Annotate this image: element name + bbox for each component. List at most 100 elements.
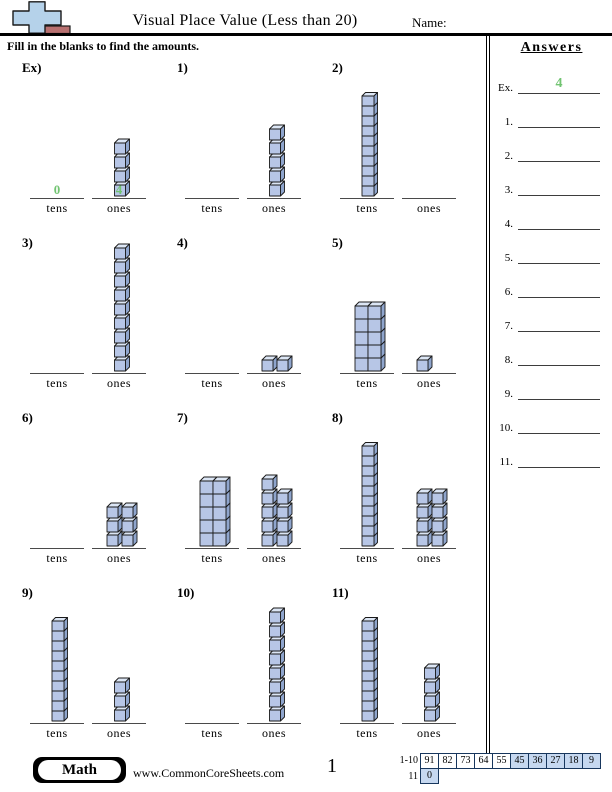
cube-face xyxy=(199,480,214,495)
tens-label: tens xyxy=(356,201,378,215)
cube-face xyxy=(114,303,126,316)
cube-face xyxy=(361,630,375,642)
tens-blank-line[interactable] xyxy=(185,548,239,549)
ones-blank-line[interactable] xyxy=(402,198,456,199)
answer-blank-line[interactable] xyxy=(518,229,600,230)
cube-face xyxy=(431,534,444,547)
answer-blank-line[interactable] xyxy=(518,331,600,332)
cube-face xyxy=(114,331,126,344)
cube-face xyxy=(114,359,126,372)
answer-blank-line[interactable] xyxy=(518,195,600,196)
cube-face xyxy=(361,445,375,457)
ones-blank-line[interactable] xyxy=(247,198,301,199)
cube-face xyxy=(212,532,227,547)
cube-face xyxy=(269,695,281,708)
ones-label: ones xyxy=(107,551,131,565)
header-divider xyxy=(0,33,612,36)
tens-blank-line[interactable] xyxy=(30,198,84,199)
ones-blank-line[interactable] xyxy=(247,723,301,724)
cube-face xyxy=(276,534,289,547)
ones-blank-line[interactable] xyxy=(247,548,301,549)
tens-label: tens xyxy=(201,551,223,565)
answer-blank-line[interactable] xyxy=(518,93,600,94)
cube-face xyxy=(416,520,429,533)
ones-blank-line[interactable] xyxy=(402,548,456,549)
problem-cell: 9) tens ones xyxy=(12,583,167,755)
cube-face xyxy=(114,275,126,288)
answer-row-label: 10. xyxy=(499,422,513,434)
cube-face xyxy=(361,505,375,517)
cube-face xyxy=(361,495,375,507)
ones-blank-line[interactable] xyxy=(402,723,456,724)
answer-row-label: 2. xyxy=(504,150,513,162)
problem-cell: 11) tens ones xyxy=(322,583,477,755)
answer-blank-line[interactable] xyxy=(518,263,600,264)
problem-number: 4) xyxy=(177,235,188,250)
cube-face xyxy=(121,506,134,519)
tens-blank-line[interactable] xyxy=(30,548,84,549)
cube-face xyxy=(361,690,375,702)
ones-blank-line[interactable] xyxy=(247,373,301,374)
answer-blank-line[interactable] xyxy=(518,399,600,400)
tens-blank-line[interactable] xyxy=(30,723,84,724)
tens-blank-line[interactable] xyxy=(340,373,394,374)
cube-face xyxy=(416,359,429,372)
answer-row-label: 11. xyxy=(499,456,513,468)
instruction-text: Fill in the blanks to find the amounts. xyxy=(7,39,200,53)
tens-blank-line[interactable] xyxy=(30,373,84,374)
cube-face xyxy=(361,515,375,527)
answer-blank-line[interactable] xyxy=(518,433,600,434)
tens-label: tens xyxy=(356,551,378,565)
tens-blank-line[interactable] xyxy=(185,373,239,374)
cube-face xyxy=(361,125,375,137)
ones-blank-line[interactable] xyxy=(92,198,146,199)
cube-face xyxy=(361,620,375,632)
cube-face xyxy=(361,95,375,107)
ones-blank-line[interactable] xyxy=(92,373,146,374)
name-label: Name: xyxy=(412,15,447,30)
problem-cell: 10) tens ones xyxy=(167,583,322,755)
cube-face xyxy=(361,700,375,712)
tens-blank-line[interactable] xyxy=(340,548,394,549)
cube-face xyxy=(269,611,281,624)
cube-face xyxy=(114,156,126,169)
cube-face xyxy=(361,525,375,537)
cube-face xyxy=(269,142,281,155)
answer-blank-line[interactable] xyxy=(518,127,600,128)
tens-blank-line[interactable] xyxy=(340,723,394,724)
tens-blank-line[interactable] xyxy=(340,198,394,199)
cube-face xyxy=(114,184,126,197)
cube-face xyxy=(114,709,126,722)
cube-face xyxy=(51,620,65,632)
ones-blank-line[interactable] xyxy=(92,548,146,549)
score-row-2: 0 xyxy=(420,768,439,784)
cube-face xyxy=(424,667,436,680)
problem-number: 2) xyxy=(332,60,343,75)
tens-label: tens xyxy=(356,726,378,740)
cube-face xyxy=(354,318,369,333)
cube-face xyxy=(261,359,274,372)
base-ten-blocks xyxy=(199,474,293,547)
tens-label: tens xyxy=(46,201,68,215)
answer-blank-line[interactable] xyxy=(518,365,600,366)
answer-row-label: 8. xyxy=(504,354,513,366)
problem-cell: 5) tens ones xyxy=(322,233,477,405)
cube-face xyxy=(361,640,375,652)
tens-blank-line[interactable] xyxy=(185,198,239,199)
answer-blank-line[interactable] xyxy=(518,297,600,298)
base-ten-blocks xyxy=(261,355,293,372)
cube-face xyxy=(361,175,375,187)
answer-row-label: 7. xyxy=(504,320,513,332)
cube-face xyxy=(269,128,281,141)
cube-face xyxy=(424,681,436,694)
ones-blank-line[interactable] xyxy=(92,723,146,724)
answer-blank-line[interactable] xyxy=(518,467,600,468)
answer-blank-line[interactable] xyxy=(518,161,600,162)
page-number: 1 xyxy=(327,755,337,777)
ones-blank-line[interactable] xyxy=(402,373,456,374)
cube-face xyxy=(121,520,134,533)
cube-face xyxy=(114,289,126,302)
ones-shown-answer: 4 xyxy=(115,182,123,197)
cube-face xyxy=(361,465,375,477)
tens-blank-line[interactable] xyxy=(185,723,239,724)
